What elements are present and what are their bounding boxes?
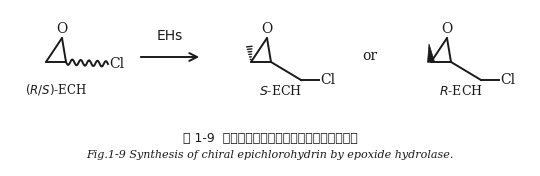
Text: EHs: EHs xyxy=(157,29,183,43)
Text: $(R/S)$-ECH: $(R/S)$-ECH xyxy=(25,82,87,97)
Text: 图 1-9  环氧化物水解酶催化合成手性环氧氯丙烷: 图 1-9 环氧化物水解酶催化合成手性环氧氯丙烷 xyxy=(183,132,357,145)
Text: O: O xyxy=(441,22,453,36)
Text: Fig.1-9 Synthesis of chiral epichlorohydrin by epoxide hydrolase.: Fig.1-9 Synthesis of chiral epichlorohyd… xyxy=(86,150,454,160)
Text: Cl: Cl xyxy=(109,57,124,71)
Text: O: O xyxy=(261,22,273,36)
Text: or: or xyxy=(362,49,377,63)
Polygon shape xyxy=(428,44,435,62)
Text: $S$-ECH: $S$-ECH xyxy=(259,84,302,98)
Text: Cl: Cl xyxy=(500,73,515,87)
Text: O: O xyxy=(56,22,68,36)
Text: $R$-ECH: $R$-ECH xyxy=(439,84,483,98)
Text: Cl: Cl xyxy=(320,73,335,87)
